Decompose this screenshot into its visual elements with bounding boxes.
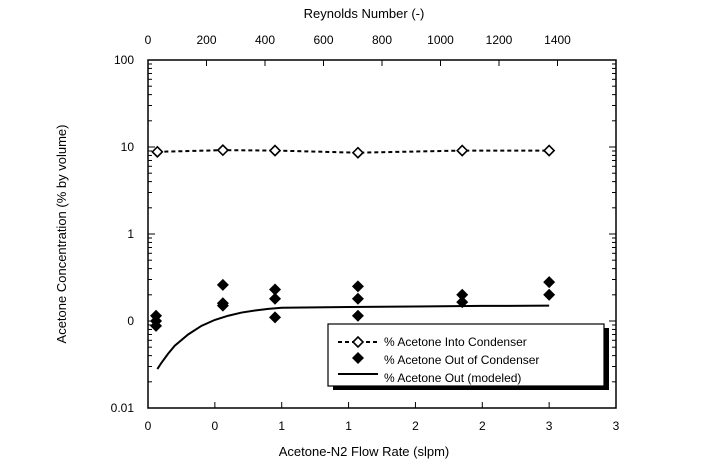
series-out-of-condenser-point — [543, 288, 556, 301]
y-tick-label: 100 — [114, 53, 134, 67]
series-into-condenser-point — [268, 144, 282, 157]
series-out-of-condenser-point — [456, 288, 469, 301]
x2-tick-label: 400 — [255, 33, 275, 47]
series-out-of-condenser-point — [351, 292, 364, 305]
series-into-condenser-point — [456, 144, 469, 157]
y-tick-label: 10 — [121, 140, 135, 154]
y-tick-label: 0.01 — [111, 401, 135, 415]
series-out-of-condenser-point — [216, 278, 229, 291]
legend-swatch-marker-into — [351, 335, 365, 349]
x2-tick-label: 0 — [145, 33, 152, 47]
x-axis-ticks: 0 0 1 1 2 2 3 3 — [145, 402, 620, 433]
series-out-of-condenser-point — [269, 311, 282, 324]
series-out-of-condenser-point — [269, 283, 282, 296]
x-tick-label: 0 — [212, 419, 219, 433]
x-tick-label: 0 — [145, 419, 152, 433]
x2-tick-label: 600 — [313, 33, 333, 47]
y-tick-label: 0 — [127, 314, 134, 328]
series-layer — [150, 144, 556, 370]
series-out-of-condenser-point — [351, 309, 364, 322]
x2-tick-label: 1000 — [427, 33, 454, 47]
legend-label-into: % Acetone Into Condenser — [384, 335, 527, 349]
y-axis-title: Acetone Concentration (% by volume) — [54, 125, 69, 344]
x2-tick-label: 1200 — [486, 33, 513, 47]
x2-tick-label: 200 — [196, 33, 216, 47]
y-tick-label: 1 — [127, 227, 134, 241]
series-out-of-condenser-point — [456, 296, 469, 309]
series-out-of-condenser-point — [543, 276, 556, 289]
x-axis-title: Acetone-N2 Flow Rate (slpm) — [279, 444, 450, 459]
x-tick-label: 2 — [412, 419, 419, 433]
x2-axis-title: Reynolds Number (-) — [304, 6, 425, 21]
y-axis-ticks: 0.01 0 1 10 100 — [111, 53, 616, 415]
legend-label-out: % Acetone Out of Condenser — [384, 353, 539, 367]
series-into-condenser-point — [351, 146, 365, 159]
x-tick-label: 2 — [479, 419, 486, 433]
series-out-of-condenser-point — [216, 299, 229, 312]
x-tick-label: 1 — [345, 419, 352, 433]
x-tick-label: 3 — [546, 419, 553, 433]
x-tick-label: 3 — [613, 419, 620, 433]
x2-axis-ticks: 0 200 400 600 800 1000 1200 1400 — [145, 33, 571, 66]
legend: % Acetone Into Condenser % Acetone Out o… — [327, 323, 609, 390]
series-out-of-condenser-point — [351, 280, 364, 293]
legend-label-modeled: % Acetone Out (modeled) — [384, 371, 521, 385]
legend-swatch-marker-out — [352, 352, 364, 364]
series-into-condenser-point — [151, 145, 164, 158]
series-out-of-condenser-point — [269, 292, 282, 305]
series-into-condenser-point — [543, 144, 556, 157]
series-out-of-condenser-point — [150, 319, 163, 332]
x2-tick-label: 800 — [372, 33, 392, 47]
series-into-condenser-point — [216, 144, 230, 157]
legend-box — [327, 323, 605, 387]
x2-tick-label: 1400 — [544, 33, 571, 47]
series-modeled-line — [156, 304, 550, 370]
x-tick-label: 1 — [278, 419, 285, 433]
